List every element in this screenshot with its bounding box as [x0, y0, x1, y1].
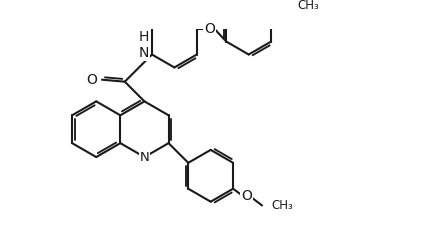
- Text: O: O: [241, 189, 252, 203]
- Text: N: N: [140, 151, 149, 164]
- Text: O: O: [87, 73, 98, 87]
- Text: O: O: [204, 22, 215, 36]
- Text: CH₃: CH₃: [298, 0, 319, 12]
- Text: CH₃: CH₃: [271, 199, 293, 212]
- Text: H
N: H N: [139, 30, 149, 60]
